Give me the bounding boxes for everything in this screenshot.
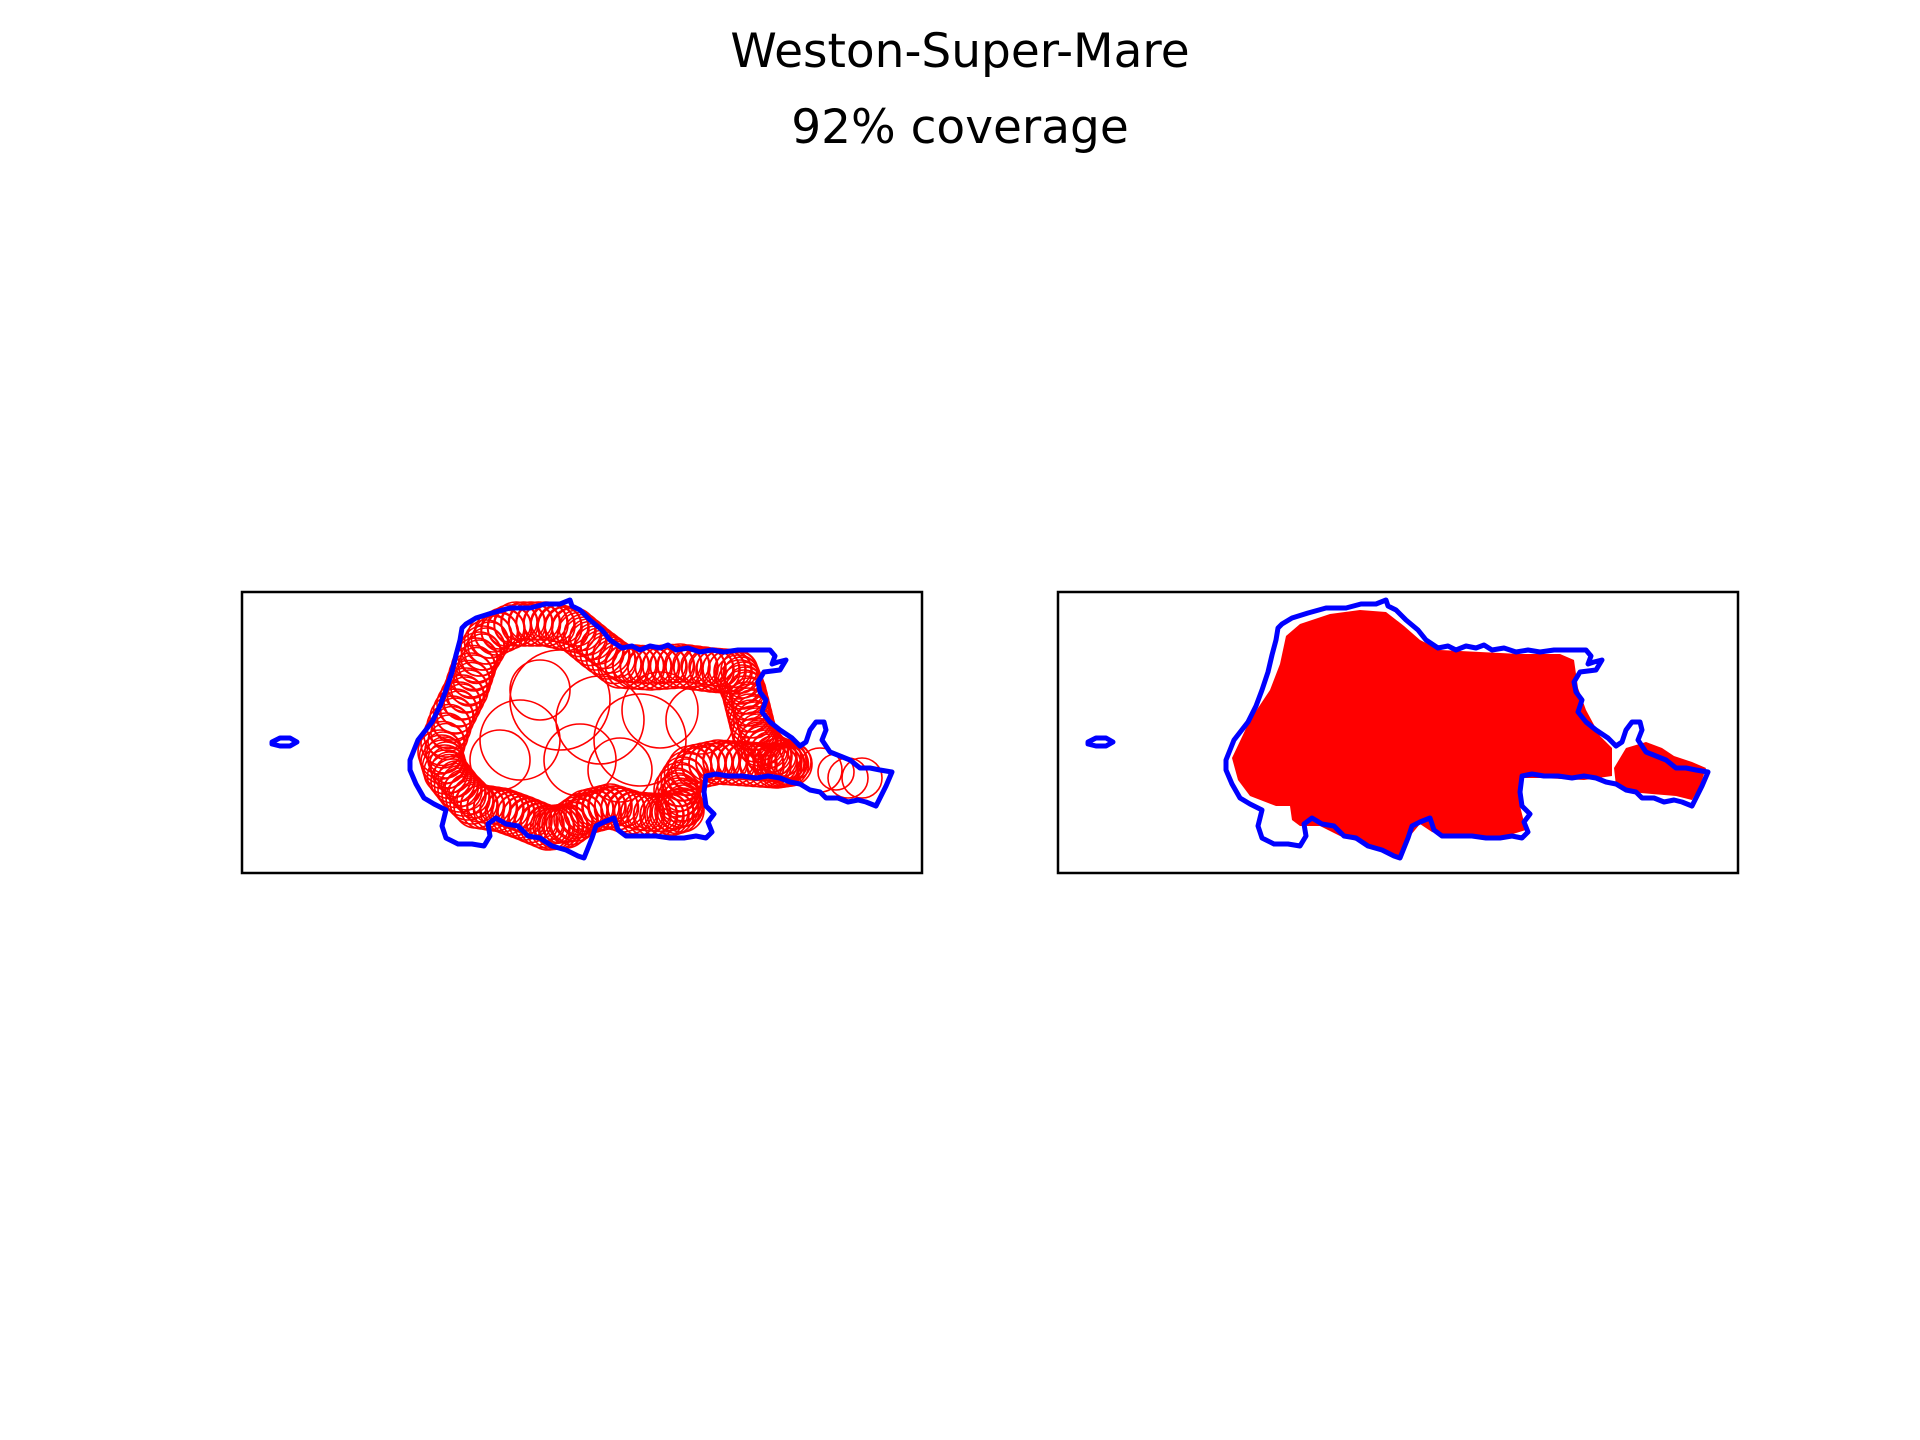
island-outline xyxy=(1085,735,1116,749)
panel-frame-left xyxy=(240,590,924,875)
coverage-area xyxy=(1232,610,1612,856)
panel-frame-right xyxy=(1056,590,1740,875)
coverage-circle xyxy=(446,676,485,714)
coverage-circle xyxy=(469,729,531,791)
coverage-circle xyxy=(509,649,611,751)
coverage-circle xyxy=(587,737,653,803)
coverage-circle xyxy=(450,669,488,707)
town-boundary xyxy=(1223,597,1711,861)
coverage-circle xyxy=(509,659,571,721)
coverage-circle xyxy=(479,699,561,781)
coverage-circle xyxy=(452,661,491,700)
coverage-area-east xyxy=(1614,742,1706,800)
coverage-circle xyxy=(433,762,480,809)
panel-circles-map xyxy=(269,597,895,861)
town-boundary xyxy=(407,597,895,861)
island-outline xyxy=(269,735,300,749)
coverage-subtitle: 92% coverage xyxy=(791,100,1129,155)
coverage-circle xyxy=(841,757,883,799)
coverage-circle xyxy=(543,723,617,797)
figure-title: Weston-Super-Mare xyxy=(730,24,1190,79)
coverage-circle xyxy=(453,783,499,829)
coverage-circle xyxy=(665,685,735,755)
coverage-circle xyxy=(621,671,699,749)
coverage-circles xyxy=(417,601,883,851)
panel-coverage-map xyxy=(1085,597,1711,861)
coverage-circle xyxy=(420,739,466,785)
coverage-circle xyxy=(593,693,687,787)
coverage-circle xyxy=(425,736,464,774)
coverage-circle xyxy=(418,734,465,780)
coverage-circle xyxy=(555,801,593,840)
